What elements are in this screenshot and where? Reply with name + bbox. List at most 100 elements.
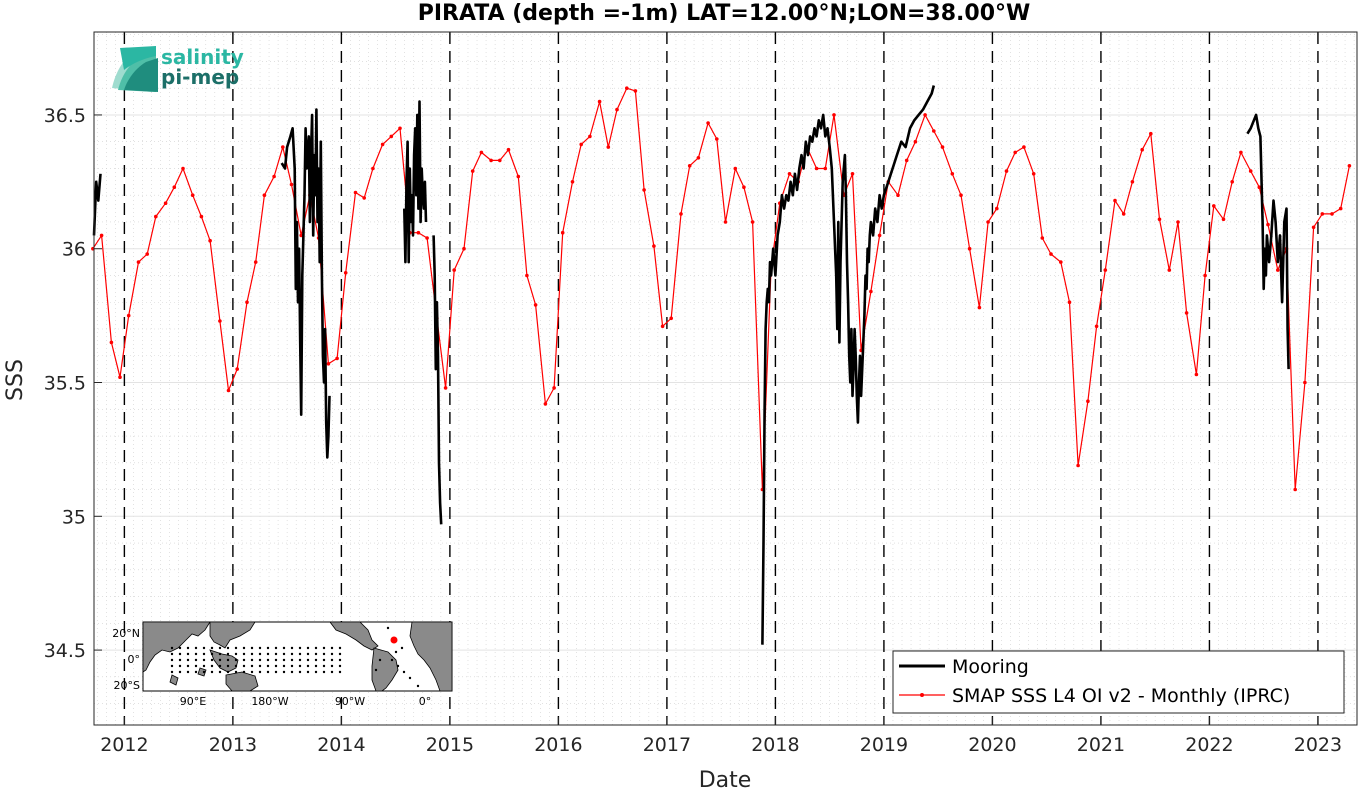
inset-mooring-dot [242, 670, 246, 674]
inset-mooring-dot [322, 670, 326, 674]
inset-mooring-dot [258, 658, 262, 662]
smap-point [1347, 164, 1352, 168]
inset-mooring-dot [282, 658, 286, 662]
inset-mooring-dot [170, 646, 174, 650]
inset-mooring-dot [210, 652, 214, 656]
x-tick-label: 2020 [968, 734, 1016, 756]
smap-point [552, 386, 556, 390]
smap-point [289, 182, 294, 187]
smap-point [706, 121, 710, 125]
inset-mooring-dot [194, 670, 198, 674]
inset-mooring-dot [396, 664, 400, 668]
smap-point [642, 188, 646, 192]
inset-mooring-dot [330, 646, 334, 650]
inset-mooring-dot [314, 670, 318, 674]
inset-mooring-dot [274, 646, 278, 650]
smap-point [950, 172, 955, 176]
x-tick-label: 2023 [1294, 734, 1342, 756]
smap-point [154, 214, 158, 219]
smap-point [1230, 180, 1234, 184]
smap-point [1293, 487, 1297, 492]
smap-point [1140, 147, 1144, 152]
smap-point [1276, 268, 1280, 272]
smap-point [172, 185, 177, 189]
y-tick-label: 36.5 [44, 105, 86, 127]
smap-point [525, 273, 529, 278]
smap-point [652, 244, 656, 248]
inset-mooring-dot [338, 652, 342, 656]
smap-point [1094, 324, 1099, 329]
y-tick-label: 34.5 [44, 640, 86, 662]
inset-mooring-dot [374, 668, 378, 672]
chart-title: PIRATA (depth =-1m) LAT=12.00°N;LON=38.0… [418, 1, 1031, 26]
legend: Mooring SMAP SSS L4 OI v2 - Monthly (IPR… [892, 650, 1345, 714]
smap-point [633, 89, 638, 93]
inset-mooring-dot [170, 664, 174, 668]
smap-point [597, 99, 602, 104]
inset-mooring-dot [202, 664, 206, 668]
smap-point [181, 166, 185, 171]
inset-mooring-dot [194, 658, 198, 662]
inset-mooring-dot [250, 658, 254, 662]
inset-mooring-dot [266, 646, 270, 650]
inset-mooring-dot [298, 664, 302, 668]
inset-mooring-dot [330, 652, 334, 656]
inset-mooring-dot [266, 664, 270, 668]
y-tick-label: 35 [62, 506, 86, 528]
smap-point [588, 134, 592, 139]
smap-point [1176, 220, 1180, 224]
smap-point [787, 172, 792, 176]
smap-point [1320, 212, 1325, 216]
smap-point [1257, 185, 1262, 189]
inset-mooring-dot [194, 646, 198, 650]
inset-mooring-dot [400, 646, 404, 650]
inset-mooring-dot [250, 652, 254, 656]
smap-point [1239, 150, 1243, 155]
smap-point [326, 362, 331, 366]
smap-point [986, 220, 990, 224]
x-tick-label: 2012 [100, 734, 148, 756]
x-tick-label: 2019 [860, 734, 908, 756]
smap-point [1303, 380, 1307, 385]
smap-point [281, 145, 285, 149]
smap-point [479, 150, 484, 155]
inset-mooring-dot [274, 664, 278, 668]
y-tick-label: 36 [62, 239, 86, 261]
inset-mooring-dot [234, 664, 238, 668]
smap-point [371, 166, 375, 171]
smap-point [1067, 300, 1072, 305]
inset-mooring-dot [186, 652, 190, 656]
inset-mooring-dot [314, 664, 318, 668]
smap-point [896, 193, 900, 197]
smap-point [1049, 252, 1053, 256]
inset-mooring-dot [210, 670, 214, 674]
smap-point [462, 246, 466, 251]
inset-mooring-dot [266, 658, 270, 662]
inset-mooring-dot [194, 652, 198, 656]
smap-point [109, 340, 114, 345]
inset-mooring-dot [322, 652, 326, 656]
smap-point [1076, 463, 1080, 468]
smap-point [272, 174, 276, 179]
smap-point [687, 164, 692, 168]
smap-point [118, 375, 122, 380]
y-axis: 34.5 35 35.5 36 36.5 [44, 105, 102, 662]
inset-mooring-dot [242, 664, 246, 668]
inset-mooring-dot [178, 646, 182, 650]
inset-mooring-dot [282, 652, 286, 656]
inset-lat-label-0: 0° [128, 653, 141, 666]
inset-mooring-dot [250, 646, 254, 650]
inset-mooring-dot [274, 652, 278, 656]
smap-point [1203, 273, 1207, 278]
x-tick-label: 2018 [751, 734, 799, 756]
inset-mooring-dot [386, 626, 390, 630]
smap-point [362, 196, 367, 200]
logo-text-pimep: pi-mep [161, 65, 239, 89]
smap-point [850, 172, 855, 176]
smap-point [1157, 217, 1162, 222]
smap-point [995, 206, 999, 211]
inset-mooring-dot [202, 646, 206, 650]
inset-mooring-dot [170, 658, 174, 662]
inset-mooring-dot [226, 664, 230, 668]
smap-point [1221, 217, 1226, 222]
